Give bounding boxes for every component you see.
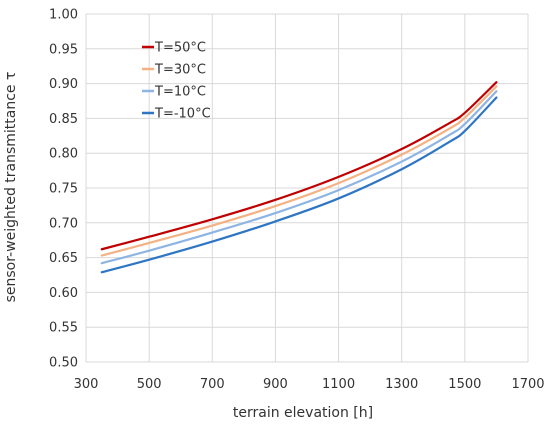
legend-label: T=30°C bbox=[154, 63, 206, 78]
legend: T=50°C T=30°C T=10°C T=-10°C bbox=[142, 41, 211, 122]
x-tick-label: 1300 bbox=[385, 377, 418, 392]
y-tick-label: 0.80 bbox=[49, 147, 78, 162]
x-tick-label: 700 bbox=[200, 377, 225, 392]
series-lines bbox=[100, 81, 498, 274]
x-tick-label: 1700 bbox=[511, 377, 544, 392]
series-line-3 bbox=[100, 96, 498, 274]
y-tick-label: 0.75 bbox=[49, 182, 78, 197]
y-tick-label: 0.90 bbox=[49, 77, 78, 92]
y-tick-label: 1.00 bbox=[49, 8, 78, 23]
x-tick-label: 900 bbox=[263, 377, 288, 392]
y-tick-label: 0.50 bbox=[49, 356, 78, 371]
tick-labels: 0.50 0.55 0.60 0.65 0.70 0.75 0.80 0.85 0.90 0.95… bbox=[49, 8, 545, 393]
x-tick-label: 1100 bbox=[322, 377, 355, 392]
legend-label: T=50°C bbox=[154, 41, 206, 56]
y-tick-label: 0.65 bbox=[49, 251, 78, 266]
x-tick-label: 500 bbox=[137, 377, 162, 392]
legend-label: T=10°C bbox=[154, 85, 206, 100]
y-axis-label: sensor-weighted transmittance τ bbox=[3, 72, 19, 303]
series-line-2 bbox=[100, 90, 498, 265]
series-line-0 bbox=[100, 81, 498, 251]
y-tick-label: 0.55 bbox=[49, 321, 78, 336]
y-tick-label: 0.70 bbox=[49, 216, 78, 231]
x-axis-label: terrain elevation [h] bbox=[233, 405, 373, 421]
series-line-1 bbox=[100, 85, 498, 257]
y-tick-label: 0.95 bbox=[49, 42, 78, 57]
y-tick-label: 0.85 bbox=[49, 112, 78, 127]
x-tick-label: 300 bbox=[74, 377, 99, 392]
y-tick-label: 0.60 bbox=[49, 286, 78, 301]
x-tick-label: 1500 bbox=[448, 377, 481, 392]
legend-label: T=-10°C bbox=[154, 107, 211, 122]
